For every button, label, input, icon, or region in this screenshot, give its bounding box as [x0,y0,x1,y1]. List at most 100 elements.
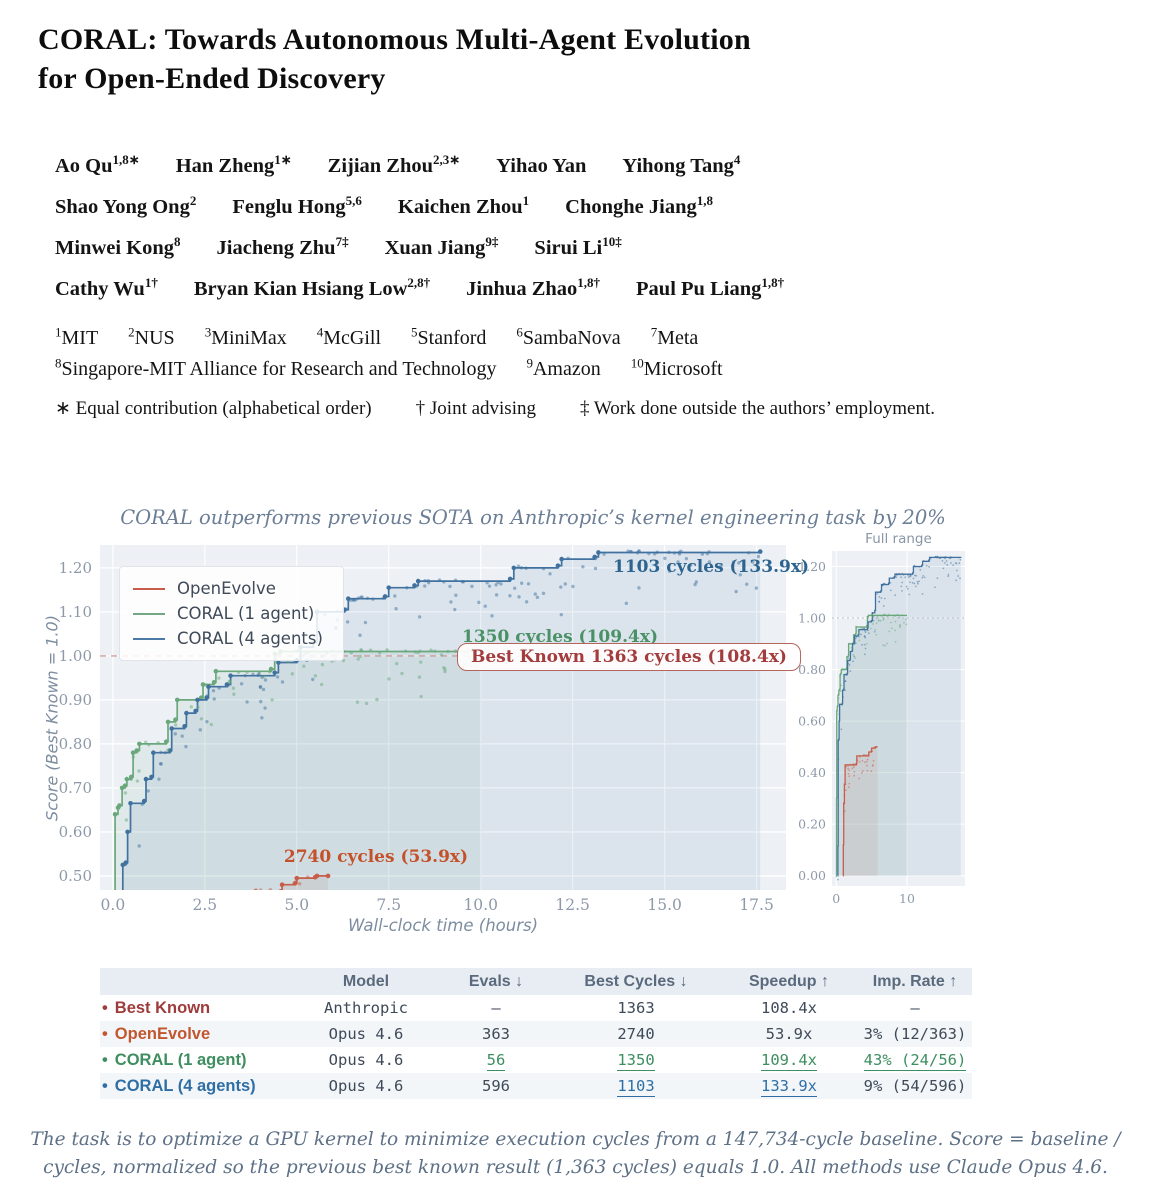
author-name: Yihong Tang4 [622,152,741,177]
axis-tick-label: 0.80 [59,735,92,753]
axis-tick-label: 0 [832,891,840,906]
table-cell: 2740 [617,1025,655,1043]
axis-tick-label: 0.0 [101,896,126,914]
affiliation: 3MiniMax [204,324,287,349]
table-cell: 9% (54/596) [863,1077,967,1095]
author-name: Xuan Jiang9‡ [384,234,499,259]
chart-annotation: 1103 cycles (133.9x) [612,557,810,577]
axis-tick-label: 5.0 [284,896,309,914]
table-header-cell: Evals ↓ [468,972,524,990]
axis-tick-label: 1.00 [798,611,826,626]
footnote: ‡ Work done outside the authors’ employm… [579,398,935,419]
row-bullet-icon: • [102,1050,108,1069]
table-header-cell: Model [342,972,390,990]
legend-label: CORAL (1 agent) [177,604,315,623]
table-row-label: • Best Known [102,998,211,1017]
author-name: Fenglu Hong5,6 [232,193,362,218]
table-row: • CORAL (1 agent) Opus 4.6 56 1350 109.4x 43% … [100,1047,972,1073]
table-row-label: • OpenEvolve [102,1024,211,1043]
results-figure: 0.50 0.60 0.70 0.80 0.90 1.00 1.10 1.20 0.0 2.5 5.… [0,490,1151,960]
table-cell: Opus 4.6 [328,1025,404,1043]
chart-annotation: 1350 cycles (109.4x) [461,627,659,647]
chart-canvas: 0.50 0.60 0.70 0.80 0.90 1.00 1.10 1.20 0.0 2.5 5.… [59,545,965,914]
axis-tick-label: 0.70 [59,779,92,797]
author-name: Paul Pu Liang1,8† [636,275,785,300]
footnote: † Joint advising [415,398,536,419]
table-row: • Best Known Anthropic – 1363 108.4x – [100,995,972,1021]
table-cell: 109.4x [761,1051,817,1071]
table-cell: 1103 [617,1077,655,1097]
author-name: Bryan Kian Hsiang Low2,8† [193,275,431,300]
chart-annotation: 2740 cycles (53.9x) [283,847,469,867]
author-name: Kaichen Zhou1 [397,193,530,218]
paper-title: CORAL: Towards Autonomous Multi-Agent Ev… [38,20,751,98]
affiliation: 6SambaNova [516,324,621,349]
axis-tick-label: 1.10 [59,603,92,621]
author-footnotes: ∗ Equal contribution (alphabetical order… [55,397,979,420]
table-cell: 133.9x [761,1077,817,1097]
legend-item: CORAL (1 agent) [133,601,323,626]
figure-caption-line1: The task is to optimize a GPU kernel to … [30,1129,1121,1150]
axis-tick-label: 0.40 [798,765,826,780]
legend-label: OpenEvolve [177,579,276,598]
table-row-label: • CORAL (4 agents) [102,1076,256,1095]
axis-tick-label: 0.20 [798,817,826,832]
affiliation: 4McGill [316,324,382,349]
table-cell: 43% (24/56) [863,1051,967,1071]
author-row: Ao Qu1,8∗ Han Zheng1∗ Zijian Zhou2,3∗ Yihao… [55,152,776,178]
table-header-row: Model Evals ↓ Best Cycles ↓ Speedup ↑ Imp. R… [100,968,972,995]
legend-label: CORAL (4 agents) [177,629,323,648]
author-row: Cathy Wu1† Bryan Kian Hsiang Low2,8† Jinhu… [55,275,820,301]
author-row: Shao Yong Ong2 Fenglu Hong5,6 Kaichen Zhou… [55,193,749,219]
inset-title: Full range [865,531,932,547]
axis-tick-label: 1.20 [59,559,92,577]
legend-item: OpenEvolve [133,576,323,601]
row-bullet-icon: • [102,1076,108,1095]
axis-tick-label: 15.0 [647,896,682,914]
axis-tick-label: 0.90 [59,691,92,709]
footnote: ∗ Equal contribution (alphabetical order… [55,398,372,419]
affiliation: 5Stanford [411,324,487,349]
author-name: Sirui Li10‡ [534,234,622,259]
author-row: Minwei Kong8 Jiacheng Zhu7‡ Xuan Jiang9‡ Si… [55,234,658,260]
author-name: Minwei Kong8 [55,234,181,259]
table-cell: – [910,999,920,1017]
axis-tick-label: 0.60 [59,823,92,841]
table-cell: Opus 4.6 [328,1077,404,1095]
axis-tick-label: 0.80 [798,662,826,677]
table-cell: 596 [482,1077,510,1095]
author-name: Yihao Yan [496,155,587,177]
table-cell: 56 [486,1051,506,1071]
table-header-cell: Speedup ↑ [748,972,829,990]
table-cell: 3% (12/363) [863,1025,967,1043]
author-name: Jiacheng Zhu7‡ [216,234,349,259]
figure-title: CORAL outperforms previous SOTA on Anthr… [120,506,946,529]
axis-tick-label: 2.5 [193,896,218,914]
legend-line-swatch [133,612,165,615]
table-cell: 1363 [617,999,655,1017]
chart-annotation: Best Known 1363 cycles (108.4x) [457,643,801,671]
affiliation: 1MIT [55,324,99,349]
axis-tick-label: 10.0 [463,896,498,914]
axis-tick-label: 0.60 [798,714,826,729]
axis-tick-label: 0.50 [59,867,92,885]
figure-caption: The task is to optimize a GPU kernel to … [25,1126,1126,1182]
table-cell: 1350 [617,1051,655,1071]
table-row: • CORAL (4 agents) Opus 4.6 596 1103 133.9x 9%… [100,1073,972,1099]
author-name: Chonghe Jiang1,8 [565,193,714,218]
y-axis-label: Score (Best Known = 1.0) [42,615,62,821]
paper-title-line2: for Open-Ended Discovery [38,62,386,95]
affiliation: 9Amazon [526,355,601,380]
table-cell: 363 [482,1025,510,1043]
axis-tick-label: 1.00 [59,647,92,665]
table-header-cell: Best Cycles ↓ [584,972,688,990]
table-cell: 53.9x [765,1025,813,1043]
table-cell: Opus 4.6 [328,1051,404,1069]
table-row-label: • CORAL (1 agent) [102,1050,247,1069]
author-name: Han Zheng1∗ [175,152,292,177]
axis-tick-label: 12.5 [555,896,590,914]
affiliation: 7Meta [650,324,699,349]
axis-tick-label: 10 [899,891,915,906]
affiliation: 2NUS [128,324,175,349]
